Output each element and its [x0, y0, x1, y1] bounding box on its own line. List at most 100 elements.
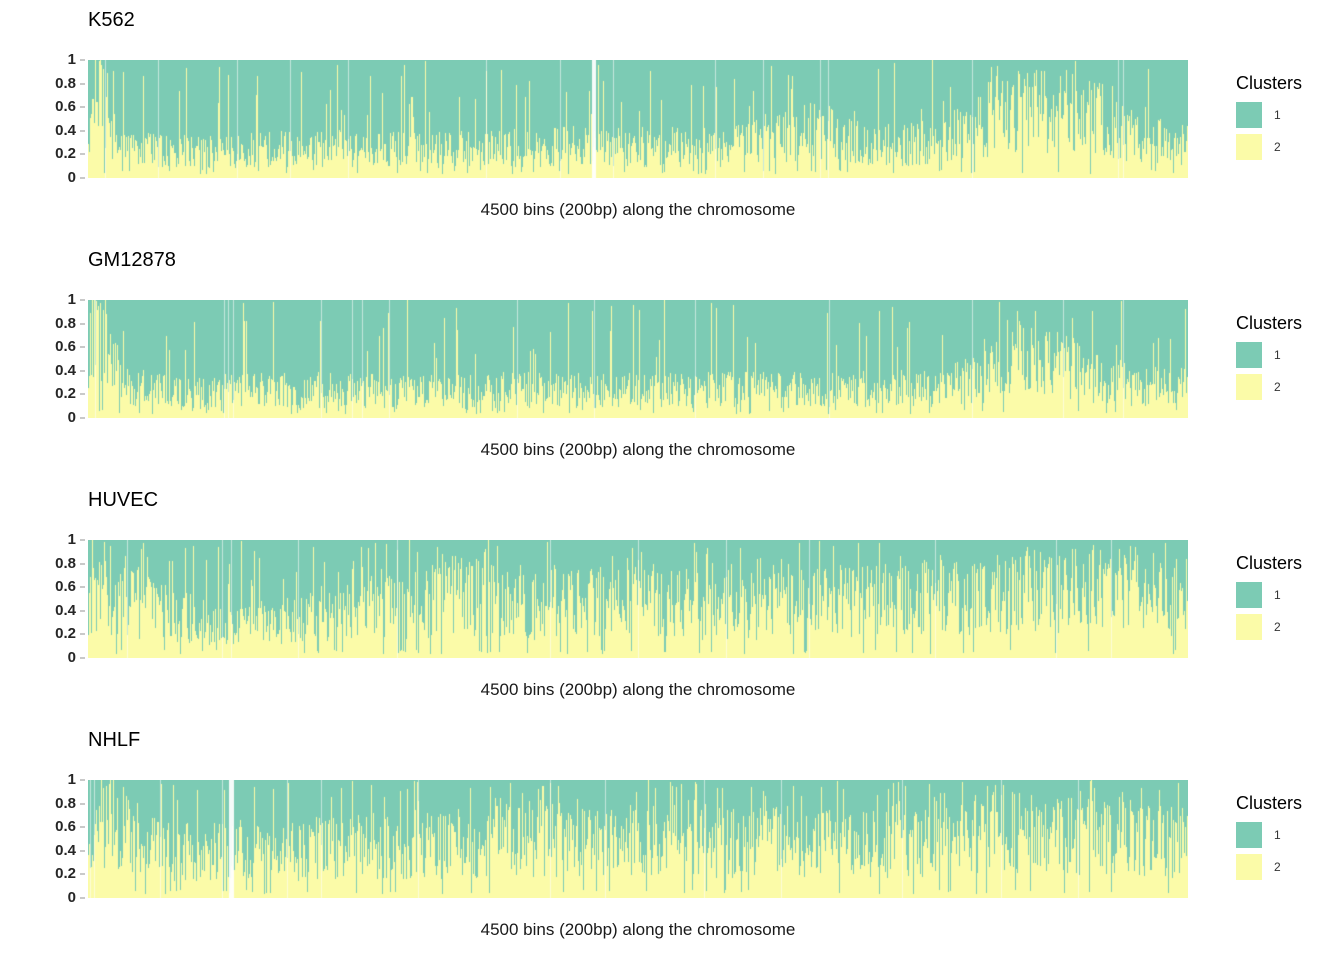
legend-label-cluster-2: 2	[1274, 620, 1281, 634]
y-tick-label: 1	[67, 51, 76, 68]
y-tick-mark	[80, 177, 85, 179]
panel-title: HUVEC	[88, 489, 159, 511]
y-tick-label: 1	[67, 531, 76, 548]
legend-item-cluster-1: 1	[1236, 342, 1340, 368]
y-axis: 1 0.8 0.6 0.4 0.2 0	[0, 771, 86, 906]
legend-swatch-cluster-2	[1236, 134, 1262, 160]
panel-title: NHLF	[88, 729, 141, 751]
legend-item-cluster-2: 2	[1236, 614, 1340, 640]
y-tick-mark	[80, 562, 85, 565]
panel-title: K562	[88, 9, 135, 31]
y-tick-label: 1	[67, 291, 76, 308]
legend-item-cluster-2: 2	[1236, 374, 1340, 400]
legend-item-cluster-2: 2	[1236, 134, 1340, 160]
y-tick-label: 0	[67, 409, 76, 426]
y-tick-label: 0.4	[55, 841, 76, 859]
legend-label-cluster-2: 2	[1274, 140, 1281, 154]
plot-area	[88, 540, 1188, 658]
y-tick-label: 0.2	[55, 625, 76, 643]
x-axis-label: 4500 bins (200bp) along the chromosome	[480, 440, 796, 459]
plot-area	[88, 60, 1188, 178]
legend-label-cluster-1: 1	[1274, 108, 1281, 122]
y-tick-mark	[80, 369, 85, 372]
panel: HUVEC 1 0.8 0.6 0.4 0.2 0 Clusters 1 2 4500 b…	[0, 480, 1344, 720]
x-axis-label: 4500 bins (200bp) along the chromosome	[480, 920, 796, 939]
y-tick-mark	[80, 586, 85, 589]
y-tick-mark	[80, 802, 85, 805]
panel: NHLF 1 0.8 0.6 0.4 0.2 0 Clusters 1 2 4500 bi…	[0, 720, 1344, 960]
legend-label-cluster-1: 1	[1274, 828, 1281, 842]
y-tick-mark	[80, 826, 85, 829]
stacked-bar-canvas	[88, 780, 1188, 898]
legend-item-cluster-1: 1	[1236, 102, 1340, 128]
legend-title: Clusters	[1236, 313, 1303, 333]
legend-item-cluster-1: 1	[1236, 582, 1340, 608]
y-tick-mark	[80, 346, 85, 349]
y-tick-label: 0.6	[55, 578, 76, 596]
legend-title: Clusters	[1236, 73, 1303, 93]
y-axis: 1 0.8 0.6 0.4 0.2 0	[0, 531, 86, 666]
y-tick-label: 0	[67, 169, 76, 186]
y-tick-label: 0	[67, 889, 76, 906]
y-tick-mark	[80, 417, 85, 419]
stacked-bar-canvas	[88, 60, 1188, 178]
legend-swatch-cluster-1	[1236, 582, 1262, 608]
legend-label-cluster-1: 1	[1274, 588, 1281, 602]
y-tick-label: 0.8	[55, 314, 76, 332]
legend-swatch-cluster-1	[1236, 342, 1262, 368]
y-tick-label: 0.6	[55, 338, 76, 356]
y-tick-mark	[80, 299, 85, 301]
clusters-legend: Clusters 1 2	[1236, 312, 1340, 406]
plot-area	[88, 300, 1188, 418]
legend-item-cluster-1: 1	[1236, 822, 1340, 848]
y-tick-label: 0.8	[55, 794, 76, 812]
legend-title: Clusters	[1236, 793, 1303, 813]
y-tick-mark	[80, 106, 85, 109]
y-tick-mark	[80, 897, 85, 899]
legend-swatch-cluster-1	[1236, 102, 1262, 128]
clusters-legend: Clusters 1 2	[1236, 72, 1340, 166]
y-tick-mark	[80, 129, 85, 132]
y-tick-mark	[80, 82, 85, 85]
y-tick-label: 0.2	[55, 145, 76, 163]
y-tick-label: 0	[67, 649, 76, 666]
y-tick-label: 0.2	[55, 385, 76, 403]
legend-label-cluster-2: 2	[1274, 380, 1281, 394]
y-axis: 1 0.8 0.6 0.4 0.2 0	[0, 51, 86, 186]
legend-swatch-cluster-2	[1236, 614, 1262, 640]
legend-item-cluster-2: 2	[1236, 854, 1340, 880]
y-tick-mark	[80, 539, 85, 541]
legend-swatch-cluster-2	[1236, 374, 1262, 400]
y-tick-label: 0.2	[55, 865, 76, 883]
legend-label-cluster-2: 2	[1274, 860, 1281, 874]
y-tick-label: 0.4	[55, 361, 76, 379]
y-tick-mark	[80, 779, 85, 781]
y-tick-mark	[80, 873, 85, 876]
y-tick-mark	[80, 633, 85, 636]
stacked-bar-canvas	[88, 540, 1188, 658]
y-tick-mark	[80, 393, 85, 396]
y-tick-mark	[80, 322, 85, 325]
panel: GM12878 1 0.8 0.6 0.4 0.2 0 Clusters 1 2 4500…	[0, 240, 1344, 480]
legend-title: Clusters	[1236, 553, 1303, 573]
clusters-legend: Clusters 1 2	[1236, 552, 1340, 646]
y-tick-label: 0.6	[55, 818, 76, 836]
plot-area	[88, 780, 1188, 898]
y-axis: 1 0.8 0.6 0.4 0.2 0	[0, 291, 86, 426]
y-tick-label: 1	[67, 771, 76, 788]
y-tick-mark	[80, 657, 85, 659]
panel-title: GM12878	[88, 249, 176, 271]
legend-swatch-cluster-2	[1236, 854, 1262, 880]
clusters-legend: Clusters 1 2	[1236, 792, 1340, 886]
legend-label-cluster-1: 1	[1274, 348, 1281, 362]
y-tick-mark	[80, 153, 85, 156]
stacked-bar-canvas	[88, 300, 1188, 418]
legend-swatch-cluster-1	[1236, 822, 1262, 848]
y-tick-label: 0.8	[55, 74, 76, 92]
y-tick-mark	[80, 849, 85, 852]
y-tick-mark	[80, 59, 85, 61]
y-tick-mark	[80, 609, 85, 612]
y-tick-label: 0.6	[55, 98, 76, 116]
x-axis-label: 4500 bins (200bp) along the chromosome	[480, 680, 796, 699]
